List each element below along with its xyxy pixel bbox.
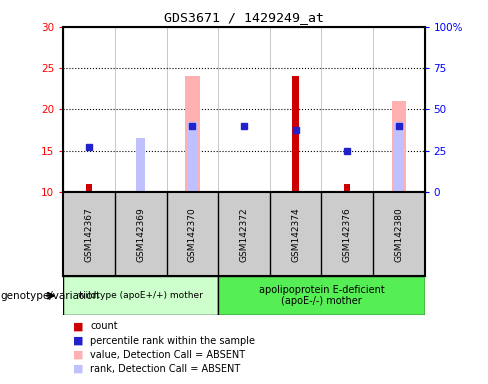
Bar xyxy=(218,276,425,315)
Text: GSM142374: GSM142374 xyxy=(291,207,300,262)
Bar xyxy=(86,184,92,192)
Text: percentile rank within the sample: percentile rank within the sample xyxy=(90,336,255,346)
Bar xyxy=(63,276,218,315)
Text: ■: ■ xyxy=(73,364,84,374)
Text: apolipoprotein E-deficient
(apoE-/-) mother: apolipoprotein E-deficient (apoE-/-) mot… xyxy=(259,285,384,306)
Text: ■: ■ xyxy=(73,321,84,331)
Bar xyxy=(136,138,145,192)
Title: GDS3671 / 1429249_at: GDS3671 / 1429249_at xyxy=(164,11,324,24)
Bar xyxy=(344,184,350,192)
Text: GSM142369: GSM142369 xyxy=(136,207,145,262)
Text: GSM142376: GSM142376 xyxy=(343,207,352,262)
Text: GSM142367: GSM142367 xyxy=(85,207,94,262)
Bar xyxy=(394,122,404,192)
Bar xyxy=(188,122,197,192)
Text: rank, Detection Call = ABSENT: rank, Detection Call = ABSENT xyxy=(90,364,241,374)
Text: GSM142372: GSM142372 xyxy=(240,207,248,262)
Text: GSM142370: GSM142370 xyxy=(188,207,197,262)
Text: genotype/variation: genotype/variation xyxy=(0,291,99,301)
Text: GSM142380: GSM142380 xyxy=(394,207,403,262)
Bar xyxy=(391,101,406,192)
Bar xyxy=(185,76,200,192)
Text: count: count xyxy=(90,321,118,331)
Bar xyxy=(292,76,299,192)
Text: ■: ■ xyxy=(73,336,84,346)
Text: ■: ■ xyxy=(73,350,84,360)
Text: wildtype (apoE+/+) mother: wildtype (apoE+/+) mother xyxy=(79,291,203,300)
Text: value, Detection Call = ABSENT: value, Detection Call = ABSENT xyxy=(90,350,245,360)
